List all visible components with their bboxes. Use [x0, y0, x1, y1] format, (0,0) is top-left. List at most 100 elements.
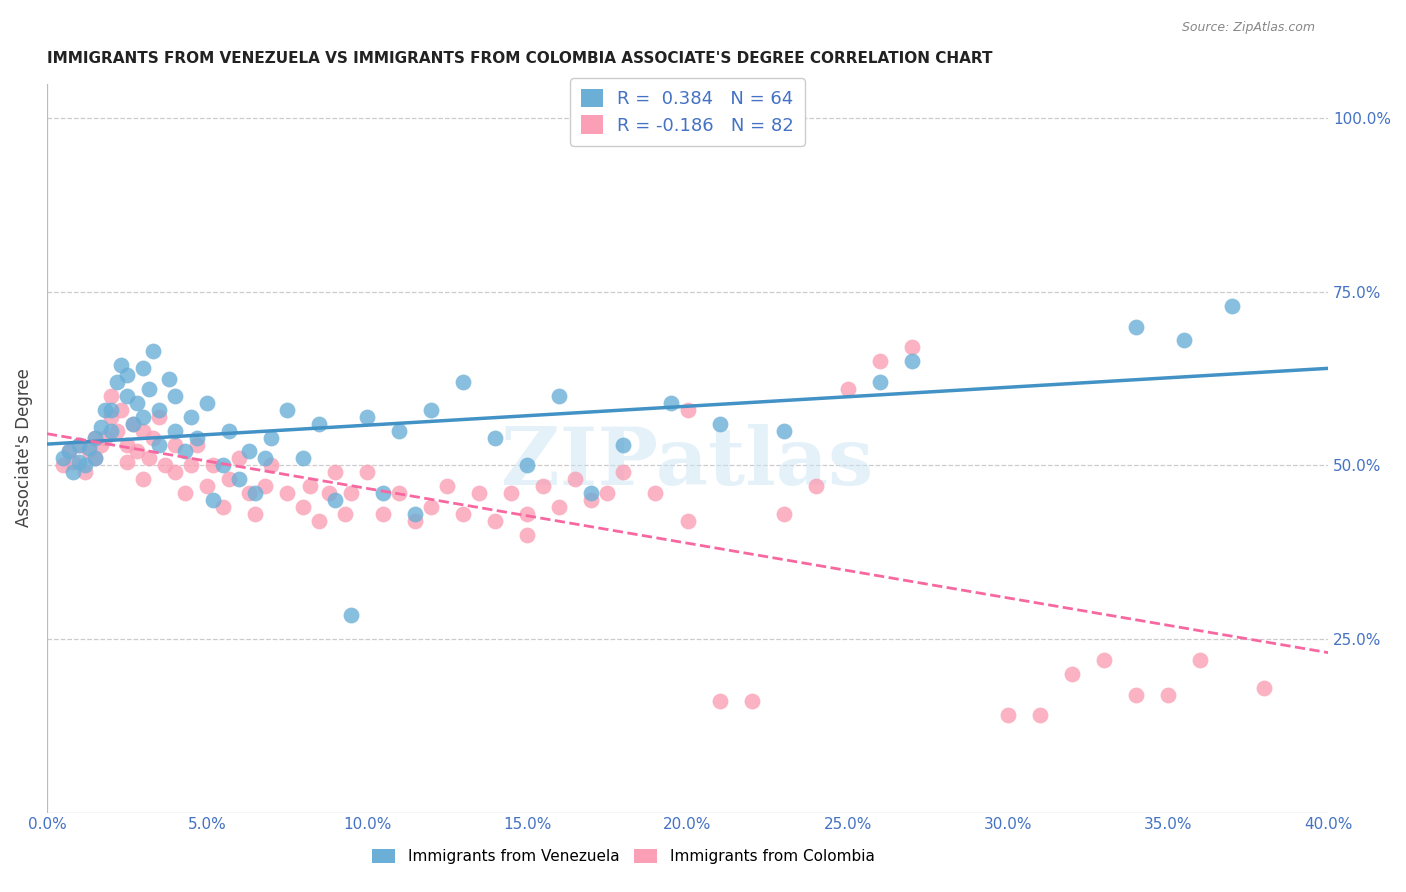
- Point: [292, 451, 315, 466]
- Point: [340, 607, 363, 622]
- Point: [298, 479, 321, 493]
- Point: [388, 424, 411, 438]
- Point: [115, 389, 138, 403]
- Point: [115, 368, 138, 383]
- Point: [709, 694, 731, 708]
- Point: [100, 409, 122, 424]
- Text: IMMIGRANTS FROM VENEZUELA VS IMMIGRANTS FROM COLOMBIA ASSOCIATE'S DEGREE CORRELA: IMMIGRANTS FROM VENEZUELA VS IMMIGRANTS …: [46, 51, 993, 66]
- Point: [900, 354, 922, 368]
- Point: [453, 375, 475, 389]
- Point: [115, 455, 138, 469]
- Point: [323, 466, 346, 480]
- Point: [596, 486, 619, 500]
- Point: [180, 458, 202, 473]
- Point: [356, 466, 378, 480]
- Point: [132, 361, 155, 376]
- Point: [612, 437, 634, 451]
- Point: [218, 472, 240, 486]
- Point: [501, 486, 523, 500]
- Legend: R =  0.384   N = 64, R = -0.186   N = 82: R = 0.384 N = 64, R = -0.186 N = 82: [571, 78, 804, 145]
- Point: [772, 507, 794, 521]
- Point: [148, 402, 170, 417]
- Point: [202, 493, 225, 508]
- Point: [453, 507, 475, 521]
- Point: [436, 479, 458, 493]
- Point: [58, 444, 80, 458]
- Point: [212, 458, 235, 473]
- Point: [132, 472, 155, 486]
- Point: [186, 437, 208, 451]
- Point: [173, 444, 195, 458]
- Point: [308, 514, 330, 528]
- Point: [138, 451, 160, 466]
- Point: [228, 451, 250, 466]
- Point: [900, 340, 922, 354]
- Point: [420, 500, 443, 514]
- Point: [132, 424, 155, 438]
- Point: [1253, 681, 1275, 695]
- Point: [644, 486, 666, 500]
- Point: [62, 466, 84, 480]
- Point: [84, 431, 107, 445]
- Point: [308, 417, 330, 431]
- Point: [148, 409, 170, 424]
- Point: [84, 431, 107, 445]
- Point: [163, 389, 186, 403]
- Point: [468, 486, 491, 500]
- Point: [1125, 319, 1147, 334]
- Point: [404, 507, 426, 521]
- Point: [1157, 688, 1180, 702]
- Point: [1060, 666, 1083, 681]
- Point: [333, 507, 356, 521]
- Point: [318, 486, 340, 500]
- Point: [548, 500, 571, 514]
- Point: [581, 486, 603, 500]
- Point: [138, 382, 160, 396]
- Point: [869, 375, 891, 389]
- Point: [105, 424, 128, 438]
- Point: [122, 417, 145, 431]
- Point: [612, 466, 634, 480]
- Point: [292, 500, 315, 514]
- Point: [58, 444, 80, 458]
- Point: [173, 486, 195, 500]
- Point: [132, 409, 155, 424]
- Text: Source: ZipAtlas.com: Source: ZipAtlas.com: [1181, 21, 1315, 34]
- Point: [90, 420, 112, 434]
- Point: [564, 472, 586, 486]
- Point: [52, 451, 75, 466]
- Point: [709, 417, 731, 431]
- Point: [100, 389, 122, 403]
- Point: [186, 431, 208, 445]
- Point: [548, 389, 571, 403]
- Point: [163, 424, 186, 438]
- Point: [243, 486, 266, 500]
- Point: [373, 486, 395, 500]
- Point: [142, 431, 165, 445]
- Point: [741, 694, 763, 708]
- Point: [484, 514, 506, 528]
- Point: [202, 458, 225, 473]
- Point: [125, 444, 148, 458]
- Point: [804, 479, 827, 493]
- Point: [84, 451, 107, 466]
- Point: [75, 458, 97, 473]
- Point: [115, 437, 138, 451]
- Point: [581, 493, 603, 508]
- Point: [253, 479, 276, 493]
- Point: [100, 424, 122, 438]
- Point: [52, 458, 75, 473]
- Text: ZIPatlas: ZIPatlas: [502, 424, 873, 501]
- Point: [157, 371, 180, 385]
- Point: [218, 424, 240, 438]
- Point: [276, 402, 298, 417]
- Point: [253, 451, 276, 466]
- Y-axis label: Associate's Degree: Associate's Degree: [15, 368, 32, 527]
- Point: [516, 458, 538, 473]
- Point: [212, 500, 235, 514]
- Point: [1188, 653, 1211, 667]
- Point: [997, 708, 1019, 723]
- Point: [238, 486, 260, 500]
- Point: [661, 396, 683, 410]
- Point: [484, 431, 506, 445]
